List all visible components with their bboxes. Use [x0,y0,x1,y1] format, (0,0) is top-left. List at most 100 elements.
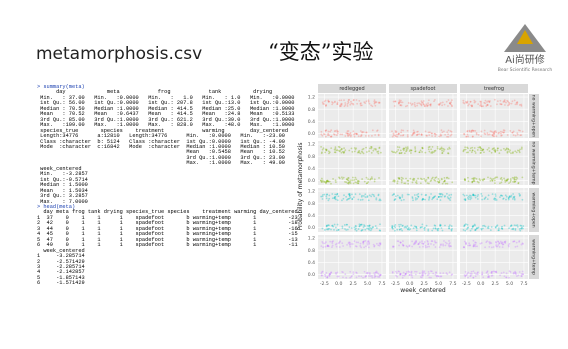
jitter-point [341,227,344,229]
jitter-point [520,275,523,277]
jitter-point [431,145,434,148]
jitter-point [415,226,418,229]
jitter-point [467,147,469,150]
jitter-point [417,243,420,245]
jitter-point [400,176,403,179]
jitter-point [405,177,407,180]
jitter-point [328,197,331,200]
jitter-point [423,270,426,273]
jitter-point [435,241,438,244]
jitter-point [483,101,486,104]
jitter-point [469,147,472,150]
jitter-point [474,224,476,227]
console-line: 3 -2.285714 [37,263,85,270]
jitter-point [486,271,489,273]
panel [460,94,528,138]
jitter-point [366,195,369,198]
jitter-point [347,179,350,182]
console-line: 2 -2.571429 [37,258,85,265]
jitter-point [449,199,452,202]
jitter-point [428,272,430,275]
jitter-point [441,104,444,107]
jitter-point [512,240,515,243]
jitter-point [473,223,476,226]
jitter-point [360,134,363,137]
jitter-point [399,273,401,276]
jitter-point [448,102,451,105]
jitter-point [518,149,521,152]
jitter-point [433,195,436,198]
jitter-point [487,273,490,276]
jitter-point [337,275,340,278]
jitter-point [396,228,399,231]
jitter-point [398,228,401,231]
jitter-point [351,102,354,105]
jitter-point [421,147,424,150]
jitter-point [424,198,426,201]
panel [460,141,528,185]
jitter-point [358,225,361,227]
jitter-point [441,151,444,154]
jitter-point [415,241,418,244]
jitter-point [440,243,442,246]
jitter-point [431,176,434,179]
jitter-point [512,180,515,183]
jitter-point [328,100,330,103]
jitter-point [474,100,477,103]
jitter-point [506,99,509,102]
jitter-point [412,243,415,246]
jitter-point [327,199,330,202]
jitter-point [320,133,323,136]
jitter-point [508,196,511,199]
jitter-point [340,103,342,106]
jitter-point [504,149,507,152]
y-tick-label: 1.2 [308,142,315,148]
jitter-point [466,101,469,104]
jitter-point [410,273,413,276]
jitter-point [347,177,350,179]
jitter-point [440,134,443,137]
jitter-point [437,196,440,199]
jitter-point [326,180,329,183]
jitter-point [414,147,417,150]
jitter-point [410,152,412,154]
jitter-point [437,178,440,180]
console-line: > head(meta) [37,203,76,210]
jitter-point [397,270,400,273]
jitter-point [464,223,467,226]
jitter-point [365,131,368,134]
jitter-point [494,148,497,151]
jitter-point [344,180,346,183]
jitter-point [414,181,417,184]
jitter-point [444,244,447,247]
jitter-point [434,246,437,248]
jitter-point [371,129,374,132]
jitter-point [325,129,328,132]
jitter-point [448,146,451,149]
jitter-point [400,104,403,107]
jitter-point [416,133,419,136]
jitter-point [345,223,348,226]
jitter-point [489,229,492,232]
jitter-point [394,226,397,229]
jitter-point [487,276,489,279]
jitter-point [413,103,416,106]
jitter-point [423,103,425,106]
jitter-point [492,131,495,134]
jitter-point [401,179,403,182]
jitter-point [506,151,509,154]
jitter-point [441,152,444,155]
jitter-point [493,149,496,152]
jitter-point [434,224,437,227]
jitter-point [474,194,477,197]
jitter-point [336,103,338,105]
jitter-point [363,224,365,226]
jitter-point [436,227,439,230]
y-tick-label: 0.8 [308,201,315,207]
jitter-point [371,105,374,108]
jitter-point [431,150,434,153]
jitter-point [501,131,504,134]
jitter-point [393,105,396,107]
jitter-point [411,245,414,248]
jitter-point [324,129,327,132]
